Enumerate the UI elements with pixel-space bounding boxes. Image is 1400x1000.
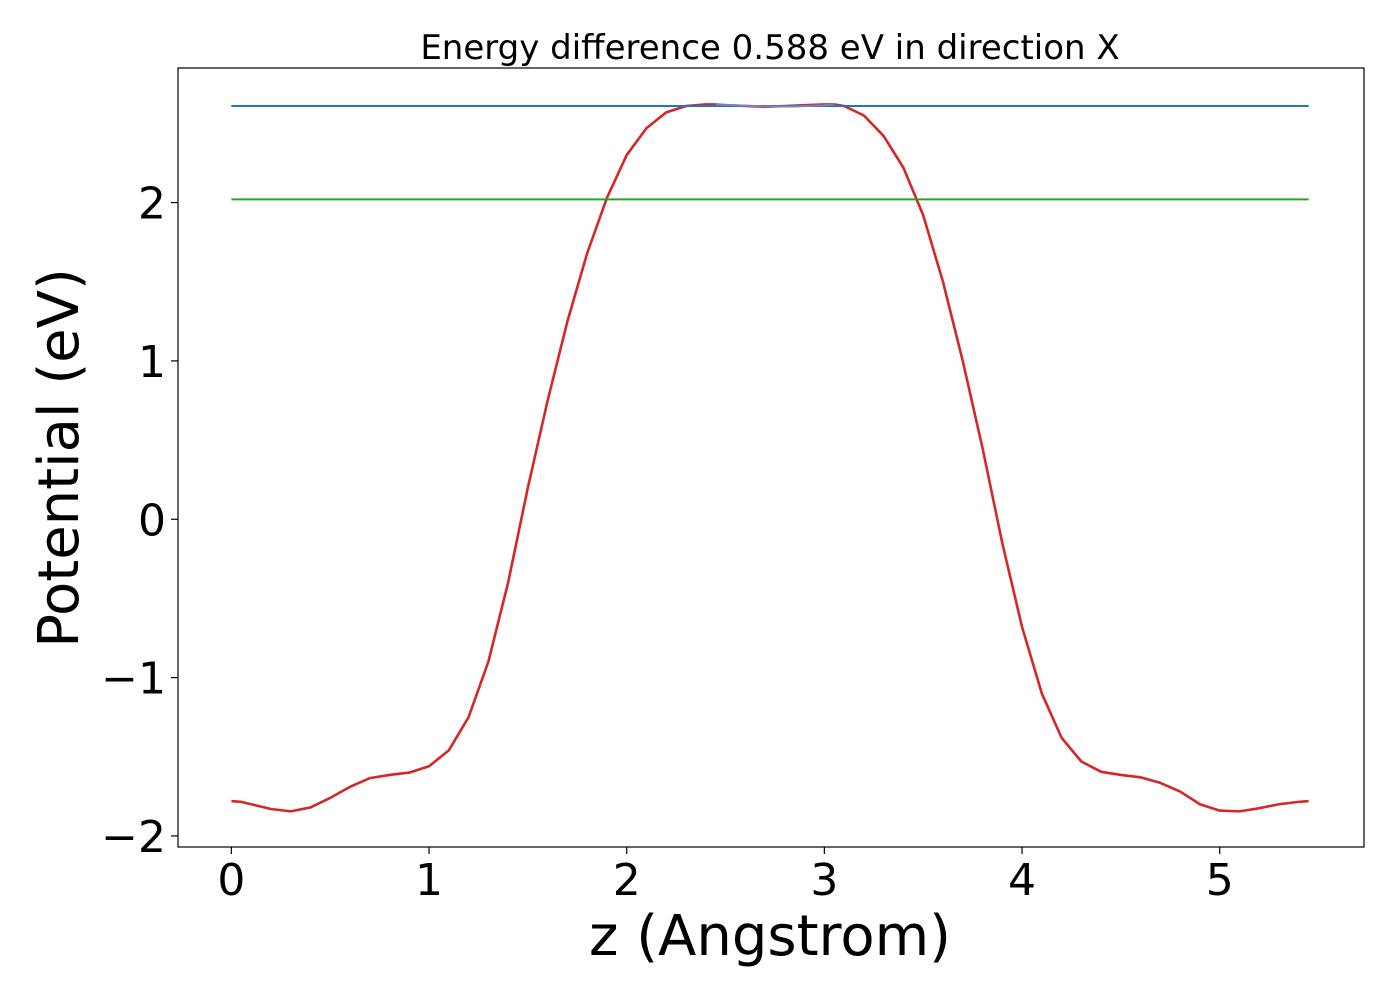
series-layer [231, 103, 1309, 813]
y-tick-label: 1 [138, 337, 166, 388]
x-tick-label: 4 [1008, 855, 1036, 906]
x-axis-ticks: 0 1 2 3 4 5 [217, 847, 1234, 906]
chart-title: Energy difference 0.588 eV in direction … [420, 28, 1119, 68]
y-tick-label: −2 [101, 812, 166, 863]
y-tick-label: 0 [138, 495, 166, 546]
y-tick-label: −1 [101, 654, 166, 705]
x-tick-label: 0 [217, 855, 245, 906]
plot-frame [177, 67, 1365, 848]
x-axis-label: z (Angstrom) [589, 904, 951, 969]
x-tick-label: 5 [1206, 855, 1234, 906]
x-tick-label: 3 [810, 855, 838, 906]
y-tick-label: 2 [138, 179, 166, 230]
y-axis-label: Potential (eV) [27, 268, 92, 648]
x-tick-label: 2 [613, 855, 641, 906]
series-line-3 [715, 103, 835, 108]
y-axis-ticks: −2 −1 0 1 2 [101, 179, 178, 863]
x-tick-label: 1 [415, 855, 443, 906]
